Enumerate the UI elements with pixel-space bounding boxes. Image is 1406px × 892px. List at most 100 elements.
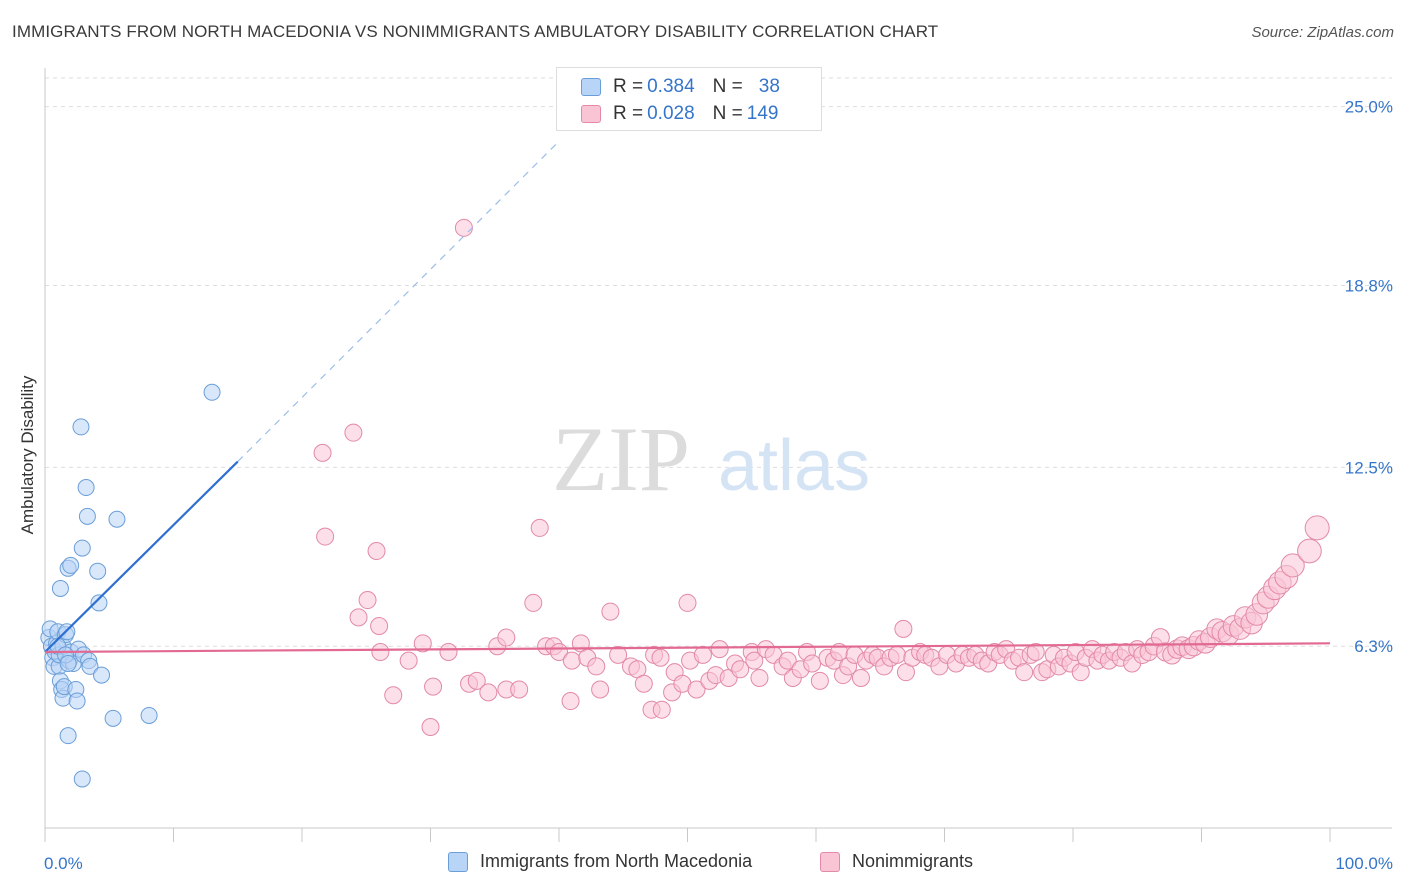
macedonia-point — [77, 479, 95, 497]
nonimmigrant-point — [367, 541, 386, 560]
macedonia-trend-extension — [237, 140, 560, 462]
nonimmigrant-point — [778, 651, 797, 670]
nonimmigrant-point — [439, 642, 458, 661]
macedonia-point — [81, 657, 99, 675]
nonimmigrant-point — [467, 671, 486, 690]
legend-r-value: 0.028 — [647, 103, 695, 124]
nonimmigrant-point — [601, 602, 620, 621]
nonimmigrant-point — [851, 668, 870, 687]
watermark-atlas: atlas — [718, 426, 870, 506]
y-tick-label: 6.3% — [1354, 637, 1393, 656]
macedonia-point — [72, 418, 90, 436]
nonimmigrant-trend-line — [44, 642, 1331, 654]
nonimmigrant-point — [693, 645, 712, 664]
macedonia-point — [78, 507, 96, 525]
nonimmigrant-point — [349, 608, 368, 627]
nonimmigrant-point — [562, 651, 581, 670]
legend-swatch-nonimmigrants — [820, 851, 840, 872]
macedonia-point — [59, 655, 77, 673]
legend-swatch-blue — [581, 78, 601, 96]
legend-item-nonimmigrants[interactable]: Nonimmigrants — [820, 851, 973, 872]
nonimmigrant-point — [344, 423, 363, 442]
legend-r-value: 0.384 — [647, 76, 695, 97]
tick-labels: 6.3% 12.5% 18.8% 25.0% 0.0% 100.0% — [44, 98, 1393, 873]
macedonia-point — [59, 727, 77, 745]
macedonia-point — [90, 594, 108, 612]
legend-n-value: 149 — [746, 103, 779, 124]
stats-legend: R = 0.384 N = 38 R = 0.028 N = 149 — [556, 67, 822, 131]
nonimmigrant-point — [731, 660, 750, 679]
nonimmigrant-point — [609, 645, 628, 664]
nonimmigrant-point — [454, 218, 473, 237]
nonimmigrant-point — [479, 683, 498, 702]
legend-r-label: R = — [613, 76, 644, 97]
macedonia-point — [108, 510, 126, 528]
nonimmigrant-point — [587, 657, 606, 676]
axes — [44, 68, 1392, 842]
y-tick-label: 12.5% — [1345, 458, 1393, 477]
nonimmigrant-point — [634, 674, 653, 693]
y-tick-label: 18.8% — [1345, 277, 1393, 296]
nonimmigrant-point — [1297, 538, 1322, 564]
north-macedonia-points — [40, 383, 221, 788]
nonimmigrant-point — [524, 593, 543, 612]
legend-n-label: N = — [712, 103, 743, 124]
nonimmigrant-point — [887, 645, 906, 664]
legend-swatch-immigrants — [448, 851, 468, 872]
macedonia-point — [73, 770, 91, 788]
nonimmigrant-point — [710, 640, 729, 659]
nonimmigrant-point — [313, 443, 332, 462]
macedonia-trend-line — [44, 460, 239, 653]
macedonia-point — [68, 692, 86, 710]
nonimmigrant-point — [497, 628, 516, 647]
legend-row-immigrants: R = 0.384 N = 38 — [581, 75, 780, 99]
legend-n-value: 38 — [758, 76, 780, 97]
nonimmigrant-point — [384, 686, 403, 705]
nonimmigrant-point — [750, 668, 769, 687]
nonimmigrant-point — [561, 692, 580, 711]
nonimmigrant-point — [358, 591, 377, 610]
legend-label-immigrants: Immigrants from North Macedonia — [480, 851, 753, 871]
x-tick-label-min: 0.0% — [44, 854, 83, 873]
series-legend: Immigrants from North Macedonia Nonimmig… — [0, 851, 1406, 877]
legend-r-label: R = — [613, 103, 644, 124]
watermark-zip: ZIP — [552, 408, 690, 510]
nonimmigrant-point — [803, 654, 822, 673]
nonimmigrant-point — [687, 680, 706, 699]
nonimmigrant-point — [745, 651, 764, 670]
macedonia-point — [62, 556, 80, 574]
watermark: ZIP atlas — [552, 408, 870, 510]
macedonia-point — [203, 383, 221, 401]
nonimmigrant-point — [678, 593, 697, 612]
trend-lines — [44, 140, 1331, 654]
macedonia-point — [73, 539, 91, 557]
legend-label-nonimmigrants: Nonimmigrants — [852, 851, 974, 871]
chart-title: IMMIGRANTS FROM NORTH MACEDONIA VS NONIM… — [12, 22, 939, 41]
nonimmigrant-point — [421, 718, 440, 737]
nonimmigrant-point — [316, 527, 335, 546]
nonimmigrant-point — [591, 680, 610, 699]
nonimmigrant-point — [413, 634, 432, 653]
x-tick-label-max: 100.0% — [1335, 854, 1393, 873]
macedonia-point — [93, 666, 111, 684]
legend-row-nonimmigrants: R = 0.028 N = 149 — [581, 102, 778, 126]
macedonia-point — [51, 580, 69, 598]
nonimmigrant-point — [652, 700, 671, 719]
y-tick-label: 25.0% — [1345, 98, 1393, 117]
grid — [45, 77, 1392, 647]
legend-item-immigrants[interactable]: Immigrants from North Macedonia — [448, 851, 752, 872]
source-credit: Source: ZipAtlas.com — [1251, 24, 1394, 41]
nonimmigrant-point — [370, 617, 389, 636]
macedonia-point — [104, 709, 122, 727]
nonimmigrant-point — [1015, 663, 1034, 682]
nonimmigrant-point — [1304, 515, 1330, 541]
nonimmigrant-point — [894, 619, 913, 638]
nonimmigrant-point — [530, 518, 549, 537]
legend-swatch-pink — [581, 105, 601, 123]
nonimmigrant-point — [371, 642, 390, 661]
nonimmigrant-point — [1280, 553, 1305, 578]
macedonia-point — [140, 706, 158, 724]
nonimmigrant-point — [651, 648, 670, 667]
nonimmigrant-point — [510, 680, 529, 699]
